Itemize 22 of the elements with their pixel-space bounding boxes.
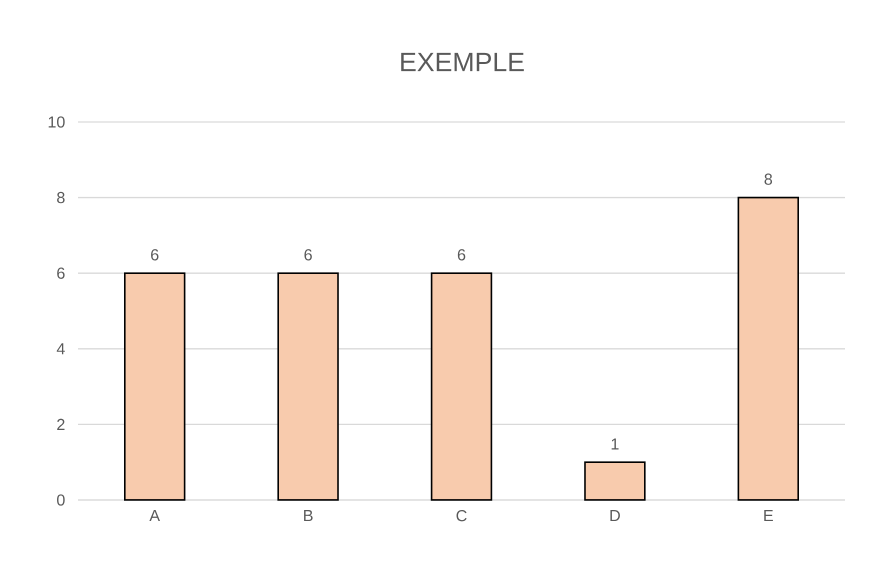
bar — [277, 272, 339, 501]
y-tick-label: 6 — [57, 268, 65, 279]
x-tick-label: D — [610, 510, 620, 522]
y-tick-label: 10 — [48, 116, 65, 128]
x-tick-label: C — [456, 510, 467, 522]
bar — [738, 196, 800, 501]
y-tick-label: 8 — [57, 192, 65, 204]
y-tick-label: 4 — [56, 343, 65, 354]
bar — [584, 461, 646, 501]
data-label: 6 — [458, 249, 466, 260]
data-label: 1 — [612, 438, 619, 450]
data-label: 6 — [151, 249, 158, 260]
bar — [124, 272, 186, 501]
x-tick-label: E — [764, 510, 773, 522]
y-tick-label: 2 — [57, 418, 64, 430]
chart-title: EXEMPLE — [401, 52, 524, 72]
data-label: 8 — [764, 174, 772, 185]
y-tick-label: 0 — [57, 494, 65, 506]
data-label: 6 — [304, 249, 312, 260]
x-tick-label: B — [304, 510, 313, 522]
x-tick-label: A — [149, 510, 160, 522]
bar — [430, 272, 492, 501]
